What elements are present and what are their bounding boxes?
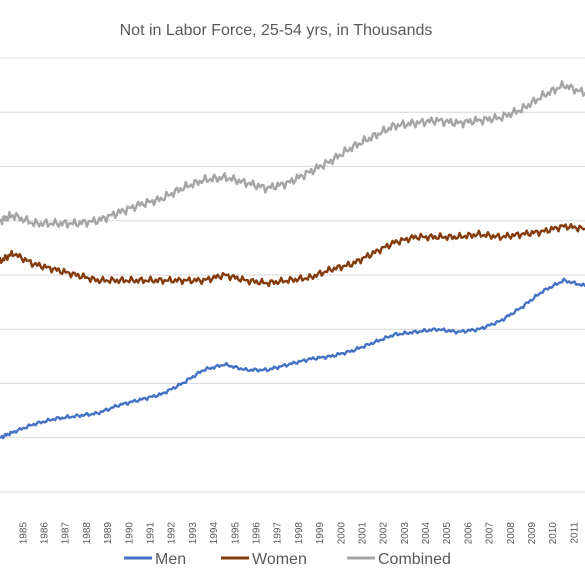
series-line-men — [0, 277, 585, 440]
x-tick-label: 1990 — [124, 522, 135, 545]
x-tick-label: 2006 — [463, 522, 474, 545]
x-tick-label: 2003 — [400, 522, 411, 545]
legend-label-men: Men — [155, 551, 186, 568]
x-tick-label: 1987 — [61, 522, 72, 545]
x-tick-label: 2007 — [485, 522, 496, 545]
x-tick-label: 1997 — [273, 522, 284, 545]
x-tick-label: 2005 — [442, 522, 453, 545]
x-tick-label: 2000 — [336, 522, 347, 545]
x-tick-label: 2004 — [421, 522, 432, 545]
x-tick-label: 1995 — [230, 522, 241, 545]
x-tick-label: 1996 — [251, 522, 262, 545]
x-tick-label: 2001 — [357, 522, 368, 545]
x-tick-label: 1986 — [40, 522, 51, 545]
legend: Men Women Combined — [124, 551, 451, 568]
series-line-women — [0, 223, 585, 288]
x-tick-label: 2002 — [379, 522, 390, 545]
x-tick-label: 2011 — [569, 522, 580, 544]
legend-label-combined: Combined — [378, 551, 451, 568]
x-tick-label: 1998 — [294, 522, 305, 545]
series-lines — [0, 80, 585, 440]
gridlines — [0, 57, 585, 493]
x-tick-label: 2010 — [548, 522, 559, 545]
series-line-combined — [0, 80, 585, 229]
x-tick-label: 1988 — [82, 522, 93, 545]
x-tick-label: 1989 — [103, 522, 114, 545]
x-tick-label: 1985 — [18, 522, 29, 545]
chart-title: Not in Labor Force, 25-54 yrs, in Thousa… — [120, 22, 433, 39]
legend-label-women: Women — [252, 551, 307, 568]
x-tick-label: 2008 — [506, 522, 517, 545]
x-tick-label: 1991 — [145, 522, 156, 545]
x-tick-label: 1992 — [167, 522, 178, 545]
x-tick-label: 2009 — [527, 522, 538, 545]
x-tick-label: 1993 — [188, 522, 199, 545]
x-axis-tick-labels: 1985 1986 1987 1988 1989 1990 1991 1992 1993 1994… — [18, 522, 580, 545]
x-tick-label: 1994 — [209, 522, 220, 545]
x-tick-label: 1999 — [315, 522, 326, 545]
